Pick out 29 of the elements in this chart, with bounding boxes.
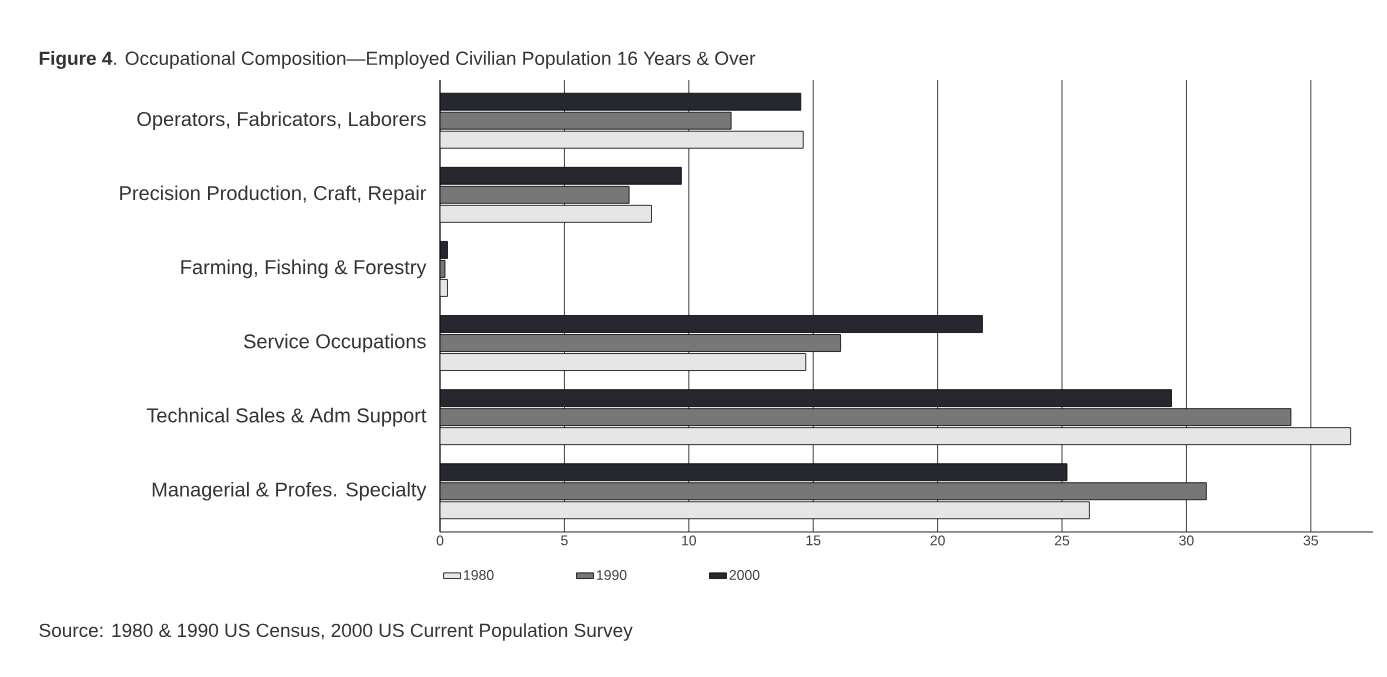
source-note: Source: 1980 & 1990 US Census, 2000 US Current Population Survey [39,623,633,641]
x-tick-label: 25 [1054,535,1070,546]
y-tick-label: Managerial & Profes. Specialty [152,481,427,501]
legend-label: 1990 [597,570,627,580]
bar [440,482,1207,501]
x-tick-label: 35 [1303,535,1319,546]
legend-label: 2000 [729,570,760,580]
bar [440,111,732,130]
legend-label: 1980 [464,570,494,580]
x-tick-label: 30 [1179,535,1194,546]
x-tick-label: 15 [806,535,821,546]
bar [440,204,652,223]
y-tick-label: Farming, Fishing & Forestry [181,259,427,279]
x-tick-label: 20 [930,535,945,546]
y-tick-label: Operators, Fabricators, Laborers [137,111,426,131]
bar [440,408,1292,427]
bar [440,353,807,371]
y-tick-label: Precision Production, Craft, Repair [120,185,427,205]
y-tick-label: Service Occupations [243,333,426,353]
x-tick-label: 0 [436,535,444,546]
y-tick-label: Technical Sales & Adm Support [146,407,427,427]
bar [440,334,841,352]
bar [440,427,1352,446]
chart-title: Figure 4. Occupational Composition—Employed Civilian Population 16 Years & Over [39,51,756,69]
bar [440,130,804,149]
x-tick-label: 5 [561,535,568,546]
bar [440,501,1090,520]
bar [440,185,630,204]
x-tick-label: 10 [682,535,697,546]
